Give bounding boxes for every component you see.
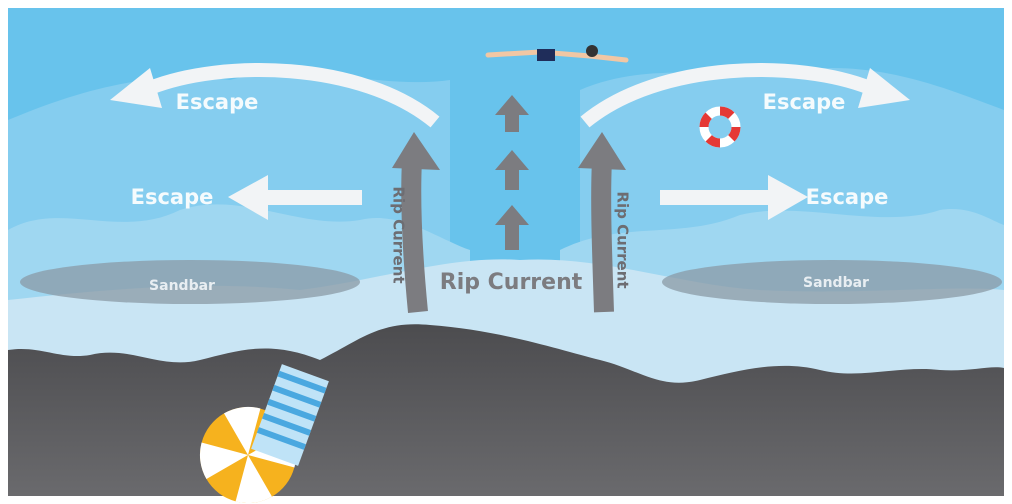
rip-current-label: Rip Current <box>614 191 632 288</box>
escape-label: Escape <box>806 185 889 209</box>
arrowhead <box>768 175 808 220</box>
arrowhead <box>110 68 162 108</box>
sandbar-shape <box>20 260 360 304</box>
arrowhead <box>578 132 626 170</box>
escape-label: Escape <box>176 90 259 114</box>
escape-arrow <box>660 190 770 205</box>
escape-arrow <box>260 190 362 205</box>
rip-current-label: Rip Current <box>440 270 583 295</box>
labels: Escape Escape Escape Escape Sandbar Sand… <box>131 90 889 295</box>
towel <box>251 364 329 466</box>
rip-arrow <box>401 159 428 313</box>
escape-label: Escape <box>131 185 214 209</box>
escape-label: Escape <box>763 90 846 114</box>
escape-arrow <box>147 63 440 128</box>
rip-current-label: Rip Current <box>390 186 408 283</box>
sandbar-label: Sandbar <box>803 275 869 291</box>
escape-arrow <box>580 63 873 128</box>
scene <box>8 8 1004 504</box>
life-ring <box>699 106 741 148</box>
arrowhead <box>858 68 910 108</box>
sandbar-shape <box>662 260 1002 304</box>
arrows <box>110 63 910 313</box>
swimmer <box>485 45 629 63</box>
arrowhead <box>392 132 440 170</box>
arrowhead <box>228 175 268 220</box>
rip-arrow <box>495 95 529 250</box>
sandbar-label: Sandbar <box>149 278 215 294</box>
rip-arrow <box>591 159 614 313</box>
